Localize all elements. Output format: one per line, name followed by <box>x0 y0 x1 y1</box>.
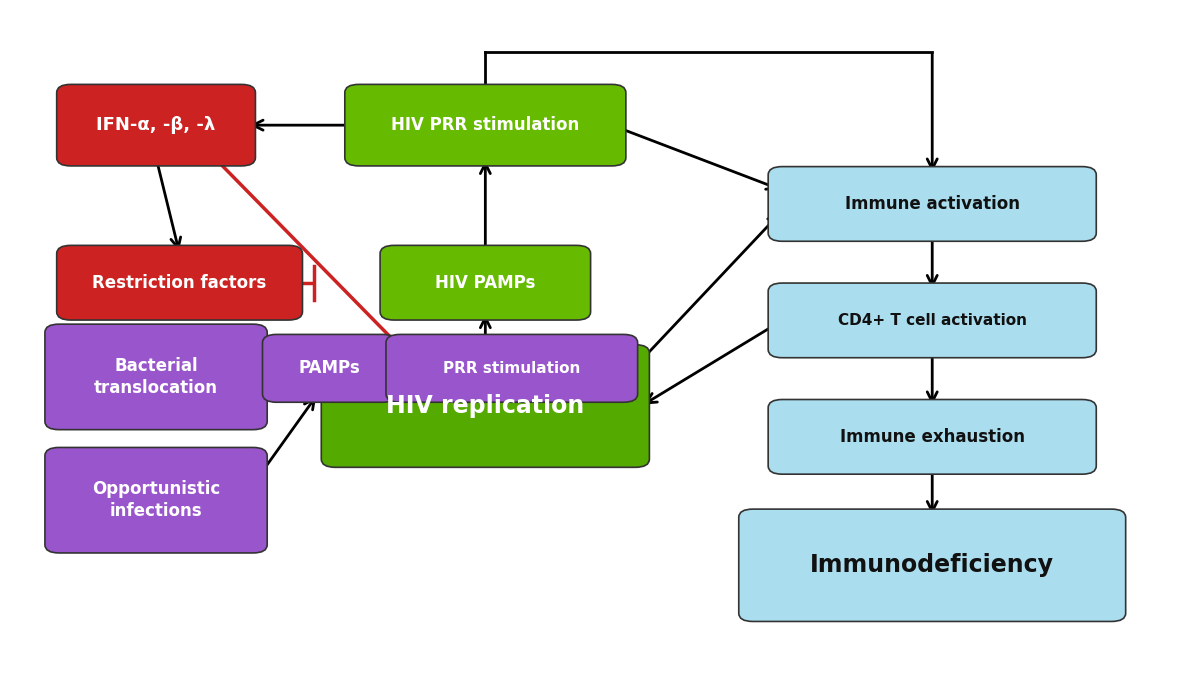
Text: HIV PRR stimulation: HIV PRR stimulation <box>391 116 580 134</box>
Text: PAMPs: PAMPs <box>299 359 360 377</box>
Text: Opportunistic
infections: Opportunistic infections <box>92 480 220 520</box>
FancyBboxPatch shape <box>322 345 649 468</box>
FancyBboxPatch shape <box>44 447 268 553</box>
Text: HIV replication: HIV replication <box>386 394 584 418</box>
FancyBboxPatch shape <box>263 334 396 402</box>
FancyBboxPatch shape <box>44 324 268 430</box>
Text: Immunodeficiency: Immunodeficiency <box>810 554 1055 577</box>
FancyBboxPatch shape <box>380 245 590 320</box>
FancyBboxPatch shape <box>768 400 1097 474</box>
Text: CD4+ T cell activation: CD4+ T cell activation <box>838 313 1027 328</box>
Text: IFN-α, -β, -λ: IFN-α, -β, -λ <box>96 116 216 134</box>
FancyBboxPatch shape <box>386 334 637 402</box>
FancyBboxPatch shape <box>739 509 1126 621</box>
FancyBboxPatch shape <box>56 245 302 320</box>
FancyBboxPatch shape <box>768 283 1097 358</box>
Text: Immune activation: Immune activation <box>845 195 1020 213</box>
FancyBboxPatch shape <box>56 85 256 166</box>
FancyBboxPatch shape <box>768 166 1097 241</box>
Text: HIV PAMPs: HIV PAMPs <box>436 274 535 291</box>
Text: PRR stimulation: PRR stimulation <box>443 361 581 376</box>
FancyBboxPatch shape <box>344 85 626 166</box>
Text: Bacterial
translocation: Bacterial translocation <box>94 356 218 397</box>
Text: Immune exhaustion: Immune exhaustion <box>840 428 1025 446</box>
Text: Restriction factors: Restriction factors <box>92 274 266 291</box>
